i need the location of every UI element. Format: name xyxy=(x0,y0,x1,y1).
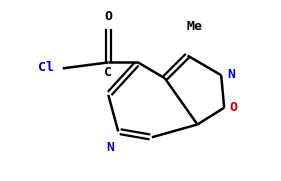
Text: N: N xyxy=(106,141,114,154)
Text: C: C xyxy=(104,66,112,79)
Text: O: O xyxy=(229,101,237,114)
Text: N: N xyxy=(227,68,235,81)
Text: Cl: Cl xyxy=(38,61,54,74)
Text: Me: Me xyxy=(187,20,203,33)
Text: O: O xyxy=(104,10,112,23)
